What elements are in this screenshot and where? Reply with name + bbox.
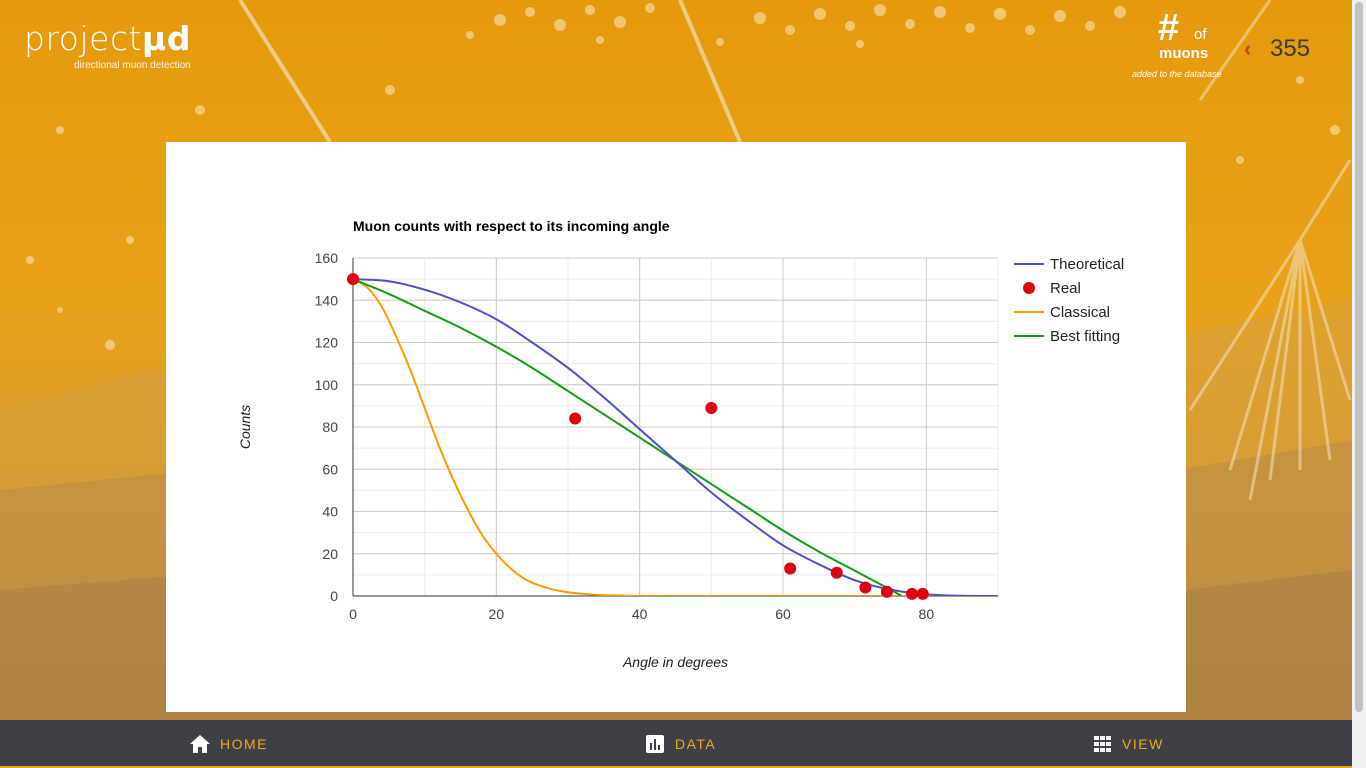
data-point-real[interactable] <box>830 566 843 579</box>
nav-home[interactable]: HOME <box>190 720 268 768</box>
data-point-real[interactable] <box>705 401 718 414</box>
nav-data-label: DATA <box>675 736 717 752</box>
y-tick-label: 20 <box>322 546 338 562</box>
x-axis-label: Angle in degrees <box>622 654 728 670</box>
logo-text: projectµd <box>24 20 191 58</box>
x-tick-label: 80 <box>919 606 935 622</box>
y-tick-label: 0 <box>330 588 338 604</box>
legend-marker-real[interactable] <box>1023 282 1035 294</box>
chart-card: 0 20 40 60 80 0 20 40 60 80 100 120 140 160 Muon count… <box>166 142 1186 712</box>
data-point-real[interactable] <box>784 562 797 575</box>
y-tick-label: 120 <box>315 335 339 351</box>
data-point-real[interactable] <box>347 273 359 286</box>
y-tick-label: 160 <box>315 250 339 266</box>
grid-icon <box>1094 736 1111 752</box>
series-line-classical[interactable] <box>353 278 998 596</box>
x-tick-label: 20 <box>489 606 505 622</box>
counter-value: 355 <box>1270 35 1311 62</box>
logo-bold: µd <box>142 19 191 58</box>
nav-view-label: VIEW <box>1122 736 1164 752</box>
series-line-best-fitting[interactable] <box>353 278 902 596</box>
brand-logo[interactable]: projectµd directional muon detection <box>24 20 191 72</box>
bottom-nav: HOME DATA VIEW <box>0 720 1352 768</box>
y-tick-label: 100 <box>315 377 339 393</box>
x-tick-label: 60 <box>775 606 791 622</box>
data-point-real[interactable] <box>859 581 872 594</box>
scrollbar-thumb[interactable] <box>1355 2 1363 712</box>
data-point-real[interactable] <box>569 412 582 425</box>
y-tick-label: 140 <box>315 292 339 308</box>
data-point-real[interactable] <box>906 587 918 600</box>
counter-of: of <box>1194 26 1207 43</box>
nav-view[interactable]: VIEW <box>1094 720 1164 768</box>
chart-title: Muon counts with respect to its incoming… <box>353 218 670 234</box>
bar-chart-icon <box>646 735 664 753</box>
x-tick-label: 0 <box>349 606 357 622</box>
muon-counter: # of muons added to the database ‹ 355 <box>1130 8 1330 88</box>
x-tick-label: 40 <box>632 606 648 622</box>
legend-label-classical: Classical <box>1050 304 1110 321</box>
legend-label-real: Real <box>1050 280 1081 297</box>
data-point-real[interactable] <box>916 587 929 600</box>
nav-home-label: HOME <box>220 736 268 752</box>
counter-subtitle: added to the database <box>1132 69 1222 79</box>
y-tick-label: 40 <box>322 504 338 520</box>
home-icon <box>190 735 210 753</box>
series-line-theoretical[interactable] <box>353 278 998 596</box>
nav-data[interactable]: DATA <box>645 720 716 768</box>
nav-underline <box>0 766 1352 768</box>
chevron-left-icon[interactable]: ‹ <box>1244 36 1252 61</box>
y-tick-label: 80 <box>322 419 338 435</box>
chart: 0 20 40 60 80 0 20 40 60 80 100 120 140 160 Muon count… <box>237 218 1124 670</box>
logo-light: project <box>24 19 143 58</box>
hash-symbol: # <box>1158 7 1180 49</box>
legend-label-theoretical: Theoretical <box>1050 256 1124 273</box>
scrollbar[interactable] <box>1352 0 1366 768</box>
legend-label-best-fitting: Best fitting <box>1050 328 1120 345</box>
tagline: directional muon detection <box>74 60 191 71</box>
counter-label: muons <box>1159 45 1209 62</box>
y-tick-label: 60 <box>322 461 338 477</box>
y-axis-label: Counts <box>237 405 253 449</box>
data-point-real[interactable] <box>880 585 893 598</box>
